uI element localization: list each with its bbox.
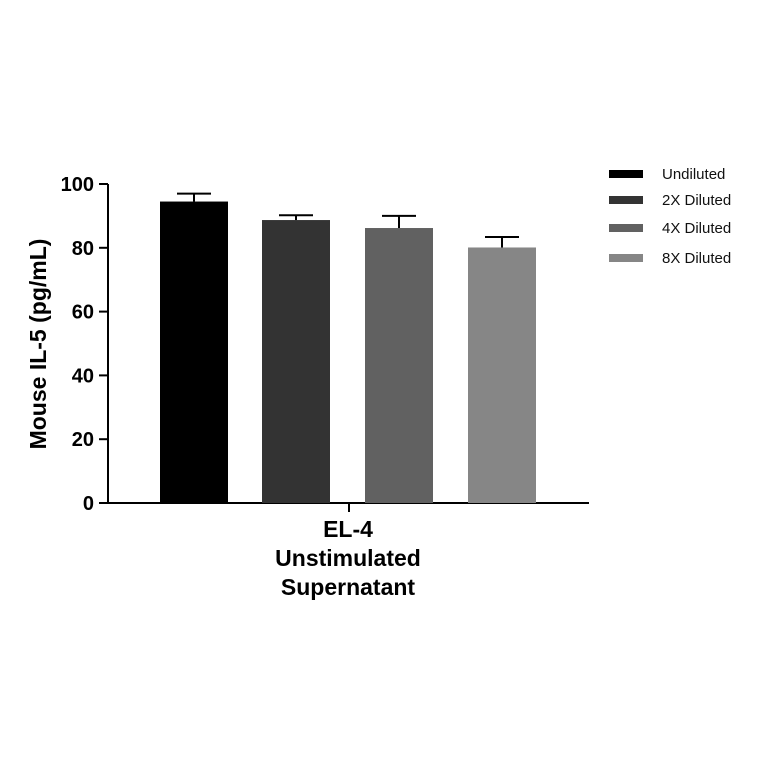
bars [160,201,536,504]
legend-swatch [609,224,643,232]
legend-swatch [609,170,643,178]
y-axis-label: Mouse IL-5 (pg/mL) [25,239,51,450]
x-group-label-line-2: Unstimulated [275,545,421,571]
y-ticks: 0 20 40 60 80 100 [61,174,108,515]
error-bars [177,192,519,248]
x-group-label-line-3: Supernatant [281,574,416,600]
group-labels: EL-4 Unstimulated Supernatant [275,516,421,600]
legend-label: 2X Diluted [662,192,731,209]
y-tick-label: 0 [83,493,94,515]
legend-swatch [609,254,643,262]
legend-label: 8X Diluted [662,250,731,267]
y-tick-label: 80 [72,238,94,260]
legend: Undiluted 2X Diluted 4X Diluted 8X Diluted [609,166,731,267]
y-tick-label: 40 [72,365,94,387]
y-tick-label: 20 [72,429,94,451]
legend-label: Undiluted [662,166,725,183]
x-group-label-line-1: EL-4 [323,516,373,542]
bar [468,247,536,503]
y-tick-label: 60 [72,302,94,324]
y-tick-label: 100 [61,174,94,196]
bar [262,220,330,503]
bar [365,228,433,503]
legend-swatch [609,196,643,204]
bar [160,201,228,504]
legend-label: 4X Diluted [662,220,731,237]
